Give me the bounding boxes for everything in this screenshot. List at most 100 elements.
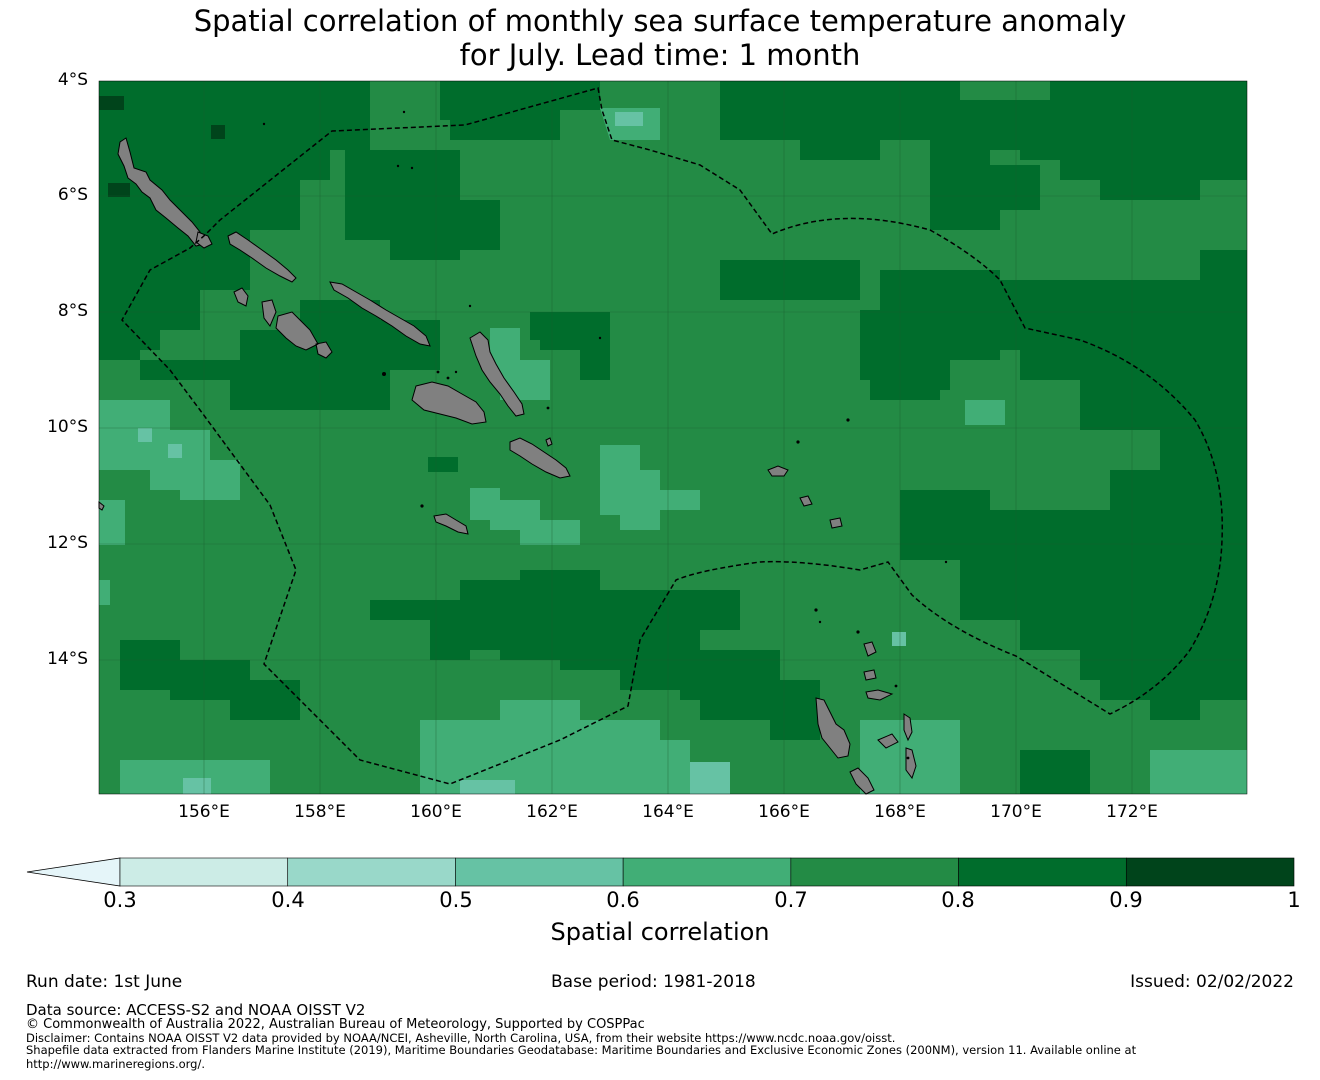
copyright-notice: © Commonwealth of Australia 2022, Austra… [26, 1017, 645, 1032]
colorbar-segment [790, 857, 959, 887]
small-islands [195, 231, 843, 529]
guadalcanal-island [411, 381, 487, 425]
graticule [99, 81, 1247, 794]
islet [894, 684, 898, 688]
islet [906, 756, 910, 760]
colorbar-label: Spatial correlation [550, 918, 770, 946]
islet [410, 166, 414, 170]
low-cell [690, 762, 730, 794]
lat-label-6s: 6°S [57, 185, 88, 205]
islet [818, 620, 822, 624]
islet [382, 372, 386, 376]
colorbar-tick-0.4: 0.4 [271, 888, 305, 912]
base-period: Base period: 1981-2018 [551, 972, 756, 992]
moderate-region-south [420, 700, 690, 794]
land-masses [98, 137, 917, 795]
high-region-east-upper [720, 260, 860, 300]
lon-label-168e: 168°E [874, 802, 926, 822]
islet [598, 336, 602, 340]
very-high-cell [108, 183, 130, 197]
high-region-north-central [345, 150, 500, 260]
colorbar [26, 857, 1295, 887]
colorbar-segment [958, 857, 1127, 887]
lat-label-12s: 12°S [47, 533, 88, 553]
low-cell [615, 112, 643, 126]
high-region-ne-top [720, 81, 1247, 200]
run-date: Run date: 1st June [26, 972, 183, 992]
rennell-island [433, 513, 469, 535]
high-region-nw [99, 81, 370, 350]
lat-label-4s: 4°S [57, 70, 88, 90]
high-region-solomon-sea [99, 300, 440, 410]
colorbar-tick-0.9: 0.9 [1109, 888, 1143, 912]
low-cell [138, 428, 152, 442]
colorbar-tick-1: 1 [1287, 888, 1301, 912]
colorbar-segment [622, 857, 792, 887]
moderate-region-west-lower [99, 580, 110, 605]
islet [436, 370, 440, 374]
islet [262, 122, 266, 126]
islet [846, 418, 850, 422]
high-region-east-band [880, 250, 1247, 720]
colorbar-segment [287, 857, 456, 887]
colorbar-segment [1125, 857, 1295, 887]
malekula-island [877, 733, 899, 749]
banks-islands [863, 641, 894, 701]
colorbar-segments [119, 857, 1295, 887]
high-region-southeast [680, 650, 820, 740]
islet [446, 376, 450, 380]
lon-label-172e: 172°E [1106, 802, 1158, 822]
islet [402, 110, 406, 114]
lon-label-160e: 160°E [410, 802, 462, 822]
low-cell [168, 444, 182, 458]
colorbar-tick-0.7: 0.7 [774, 888, 808, 912]
high-region-south-east-corner [1020, 750, 1090, 794]
islet [420, 504, 424, 508]
colorbar-tick-0.8: 0.8 [941, 888, 975, 912]
moderate-region-central-west [470, 488, 580, 545]
low-correlation-cells [138, 112, 906, 794]
low-cell [183, 778, 211, 794]
low-cell [892, 632, 906, 646]
islet [454, 370, 458, 374]
santa-cruz-island [767, 465, 789, 477]
very-high-cells [99, 96, 225, 197]
lat-label-8s: 8°S [57, 301, 88, 321]
high-region-ne-middle [930, 165, 1040, 230]
colorbar-tick-0.3: 0.3 [103, 888, 137, 912]
islet [468, 304, 472, 308]
lon-label-162e: 162°E [526, 802, 578, 822]
moderate-region-south-west [120, 760, 270, 794]
lon-label-164e: 164°E [642, 802, 694, 822]
lat-label-10s: 10°S [47, 417, 88, 437]
data-source: Data source: ACCESS-S2 and NOAA OISST V2 [26, 1001, 366, 1019]
malaita-island [469, 331, 525, 417]
colorbar-tick-0.6: 0.6 [606, 888, 640, 912]
high-region-north [440, 81, 600, 140]
low-cell [460, 780, 515, 794]
moderate-region-central [600, 445, 700, 530]
new-georgia-islands [233, 287, 333, 359]
makira-island [509, 437, 571, 479]
lon-label-166e: 166°E [758, 802, 810, 822]
chart-title-line1: Spatial correlation of monthly sea surfa… [193, 4, 1127, 38]
moderate-region-east [965, 400, 1005, 425]
espiritu-santo-island [815, 697, 851, 759]
high-region-dot1 [428, 457, 458, 472]
eez-boundary [121, 87, 1224, 785]
very-high-cell [99, 96, 124, 110]
santa-isabel-island [329, 281, 431, 347]
disclaimer: Disclaimer: Contains NOAA OISST V2 data … [26, 1031, 896, 1045]
islet [396, 164, 400, 168]
choiseul-island [227, 231, 297, 283]
islets [262, 110, 948, 760]
efate-island [849, 767, 875, 795]
colorbar-segment [455, 857, 624, 887]
colorbar-segment [119, 857, 289, 887]
ambae-pentecost-islands [903, 713, 917, 780]
moderate-region-west-edge [99, 500, 125, 545]
issued-date: Issued: 02/02/2022 [1130, 972, 1294, 992]
lon-label-170e: 170°E [990, 802, 1042, 822]
islet [856, 630, 860, 634]
lon-label-158e: 158°E [294, 802, 346, 822]
